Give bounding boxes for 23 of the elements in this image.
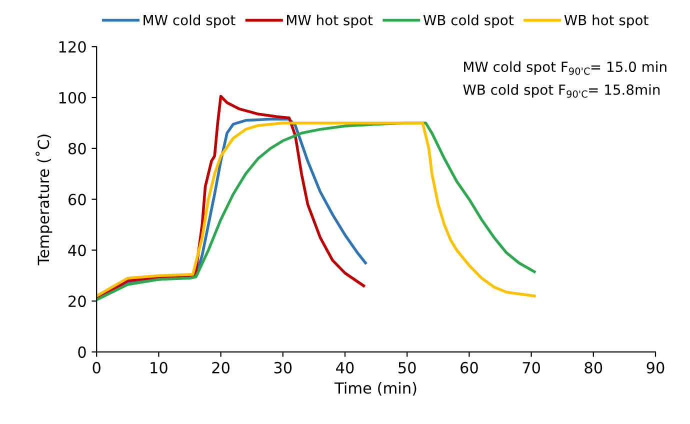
x-tick-label: 10 [150, 362, 168, 374]
y-axis-title: Temperature (˚C) [36, 134, 52, 266]
y-tick-label: 40 [68, 244, 86, 256]
y-tick-label: 20 [68, 296, 86, 308]
y-tick-label: 120 [59, 41, 86, 53]
y-tick-label: 60 [68, 194, 86, 206]
y-tick-label: 80 [68, 142, 86, 154]
x-tick-label: 20 [212, 362, 230, 374]
legend-label: WB cold spot [423, 14, 514, 28]
legend-label: MW cold spot [144, 14, 236, 28]
x-axis-title: Time (min) [334, 382, 416, 396]
x-tick-label: 60 [460, 362, 478, 374]
y-tick-label: 0 [78, 346, 86, 358]
x-tick-label: 80 [584, 362, 602, 374]
x-tick-label: 90 [646, 362, 664, 374]
x-tick-label: 70 [522, 362, 540, 374]
x-tick-label: 40 [336, 362, 354, 374]
x-tick-label: 50 [398, 362, 416, 374]
legend-label: MW hot spot [287, 14, 373, 28]
x-tick-label: 30 [274, 362, 292, 374]
legend-label: WB hot spot [564, 14, 648, 28]
y-tick-label: 100 [59, 92, 86, 104]
x-tick-label: 0 [92, 362, 100, 374]
